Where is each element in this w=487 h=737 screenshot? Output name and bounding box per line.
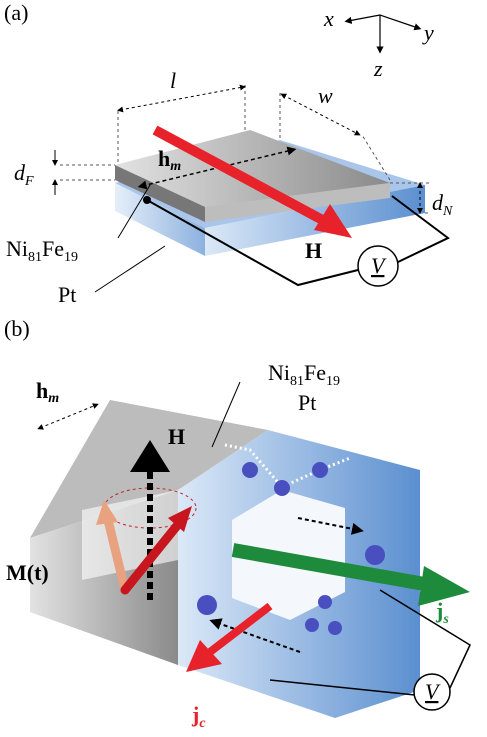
axes	[348, 15, 418, 50]
x-axis	[348, 15, 380, 21]
dim-label: l	[170, 68, 176, 93]
y-axis	[380, 15, 418, 28]
dim-label: dN	[432, 190, 453, 219]
panel-a: (a) x y z l w dF dN hm H V Ni81Fe19 Pt	[4, 0, 453, 307]
magnetization-label: M(t)	[6, 560, 49, 585]
ferromagnet-label: Ni81Fe19	[268, 360, 340, 389]
panel-label: (b)	[4, 316, 30, 341]
panel-b: (b) V Ni81Fe19 Pt hm H M(t) js jc	[4, 316, 470, 731]
l-arrow	[120, 87, 243, 110]
leader	[95, 246, 165, 292]
metal-label: Pt	[298, 390, 316, 415]
figure: (a) x y z l w dF dN hm H V Ni81Fe19 Pt	[0, 0, 487, 737]
dim-label: w	[318, 83, 333, 108]
spin-current-head	[418, 566, 470, 606]
axis-label: x	[323, 6, 334, 31]
metal-label: Pt	[58, 282, 76, 307]
ferromagnet-label: Ni81Fe19	[6, 236, 78, 265]
hm-arrow	[40, 405, 96, 428]
hm-label: hm	[36, 378, 59, 406]
panel-label: (a)	[4, 0, 28, 25]
axis-label: y	[422, 20, 434, 45]
charge-current-label: jc	[191, 702, 206, 731]
axis-label: z	[373, 56, 383, 81]
spin-current-label: js	[435, 598, 449, 627]
field-label: H	[305, 238, 322, 263]
dim-label: dF	[14, 160, 34, 189]
field-label: H	[168, 424, 185, 449]
